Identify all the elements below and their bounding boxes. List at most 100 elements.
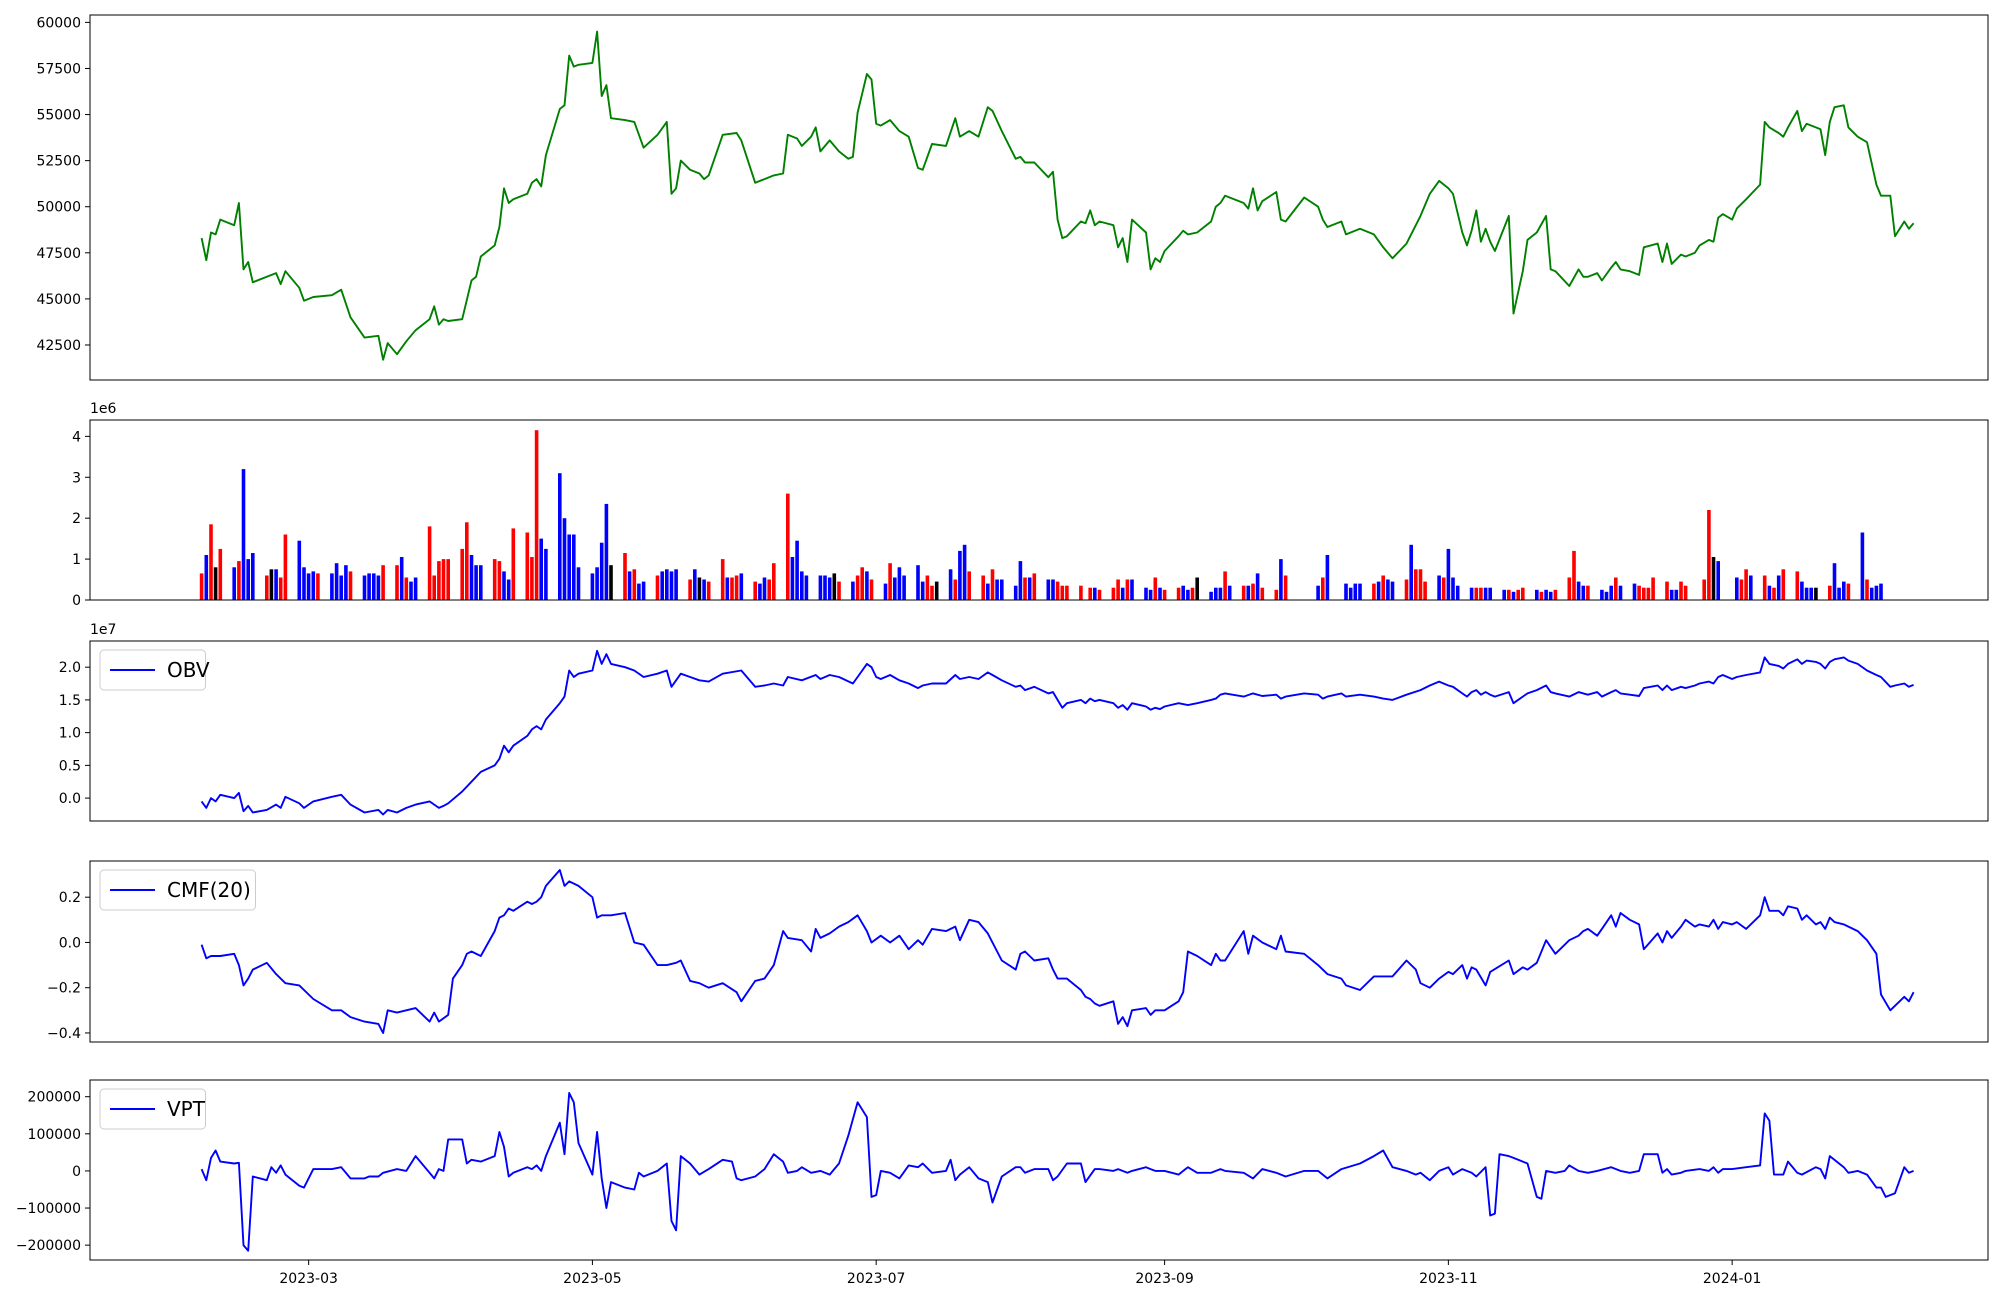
volume-bar (348, 571, 353, 600)
volume-bar (1348, 587, 1353, 600)
volume-bar (572, 534, 576, 600)
volume-bar (1828, 585, 1832, 600)
cmf-axes-frame (89, 860, 1989, 1043)
volume-bar (623, 553, 627, 600)
volume-bar (772, 563, 776, 600)
volume-bar (1390, 581, 1395, 600)
volume-bar (1441, 577, 1446, 600)
vpt-ytick-label: −100000 (16, 1201, 81, 1217)
volume-bar (376, 575, 381, 600)
volume-bar (1414, 569, 1418, 600)
cmf-legend-label: CMF(20) (167, 878, 251, 902)
volume-bar (1586, 585, 1590, 600)
volume-bar (734, 575, 739, 600)
volume-bar (1600, 589, 1604, 600)
volume-bar (693, 569, 697, 600)
obv-offset-label: 1e7 (90, 622, 116, 638)
vpt-axes-frame (89, 1079, 1989, 1261)
volume-ytick-label: 4 (72, 429, 81, 445)
volume-bar (1567, 577, 1572, 600)
volume-bar (474, 565, 478, 600)
volume-bar (1227, 585, 1232, 600)
volume-bar (706, 581, 711, 600)
volume-bar (1274, 589, 1279, 600)
obv-ytick-label: 1.5 (59, 693, 81, 709)
volume-bar (827, 577, 832, 600)
volume-bar (562, 518, 567, 600)
volume-bar (1809, 587, 1813, 600)
cmf-ytick-label: 0.2 (59, 890, 81, 906)
obv-axes-frame (89, 640, 1989, 822)
volume-bar (511, 528, 516, 600)
volume-bar (278, 577, 283, 600)
volume-bar (1832, 563, 1837, 600)
volume-bar (209, 524, 213, 600)
volume-bar (381, 565, 385, 600)
volume-bar (1279, 559, 1283, 600)
volume-bar (497, 561, 502, 600)
volume-bar (674, 569, 678, 600)
volume-bar (404, 577, 409, 600)
volume-bar (753, 581, 757, 600)
vpt-panel: −200000 −100000 0 100000 200000 VPT 2023-03 202… (16, 1079, 1989, 1287)
volume-bar (1669, 589, 1674, 600)
cmf-series-line (200, 869, 1915, 1034)
obv-ytick-label: 0.0 (59, 791, 81, 807)
volume-bar (1162, 589, 1167, 600)
xtick-label: 2023-03 (279, 1271, 338, 1287)
volume-bar (869, 579, 874, 600)
volume-bar (1618, 585, 1623, 600)
volume-bar (432, 575, 436, 600)
volume-bar (1409, 544, 1413, 600)
volume-bar (1455, 585, 1460, 600)
volume-bar (1051, 579, 1055, 600)
volume-bar (1088, 587, 1092, 600)
volume-bar (786, 493, 790, 600)
volume-bar (660, 571, 664, 600)
vpt-legend: VPT (99, 1088, 206, 1130)
cmf-legend: CMF(20) (99, 869, 256, 911)
vpt-ytick-label: 0 (72, 1164, 81, 1180)
volume-bar (465, 522, 469, 600)
volume-bar (251, 553, 255, 600)
volume-bar (1702, 579, 1706, 600)
price-axes-frame (89, 14, 1989, 381)
volume-bar (1344, 583, 1348, 600)
volume-bar (1535, 589, 1539, 600)
cmf-ytick-label: −0.4 (47, 1026, 81, 1042)
volume-bar (1065, 585, 1069, 600)
price-ytick-label: 57500 (36, 61, 81, 77)
volume-bar (534, 430, 539, 600)
volume-bar (725, 577, 730, 600)
volume-bar (339, 575, 343, 600)
price-ytick-label: 52500 (36, 154, 81, 170)
xtick-label: 2024-01 (1703, 1271, 1762, 1287)
price-ytick-label: 42500 (36, 338, 81, 354)
volume-bar (506, 579, 511, 600)
volume-bar (576, 567, 581, 600)
volume-bar (897, 567, 902, 600)
volume-bar (1079, 585, 1083, 600)
volume-bar (1144, 587, 1148, 600)
volume-bar (590, 573, 595, 600)
volume-bar (530, 557, 534, 600)
volume-bar (1158, 587, 1162, 600)
volume-bar (1804, 587, 1809, 600)
volume-bar (1553, 589, 1558, 600)
volume-bar (795, 540, 799, 600)
volume-bar (1716, 561, 1720, 600)
volume-bar (544, 548, 548, 600)
cmf-plot-area (200, 869, 1915, 1034)
price-plot-area (200, 30, 1915, 361)
volume-bar (1023, 577, 1027, 600)
volume-bar (948, 569, 953, 600)
volume-bar (604, 503, 609, 600)
volume-bar (1032, 573, 1037, 600)
volume-bar (306, 573, 311, 600)
vpt-ytick-label: −200000 (16, 1238, 81, 1254)
price-ytick-label: 50000 (36, 200, 81, 216)
volume-bar (1483, 587, 1488, 600)
obv-ytick-label: 1.0 (59, 726, 81, 742)
volume-bar (1437, 575, 1441, 600)
chart-panels: 42500 45000 47500 50000 52500 55000 57500 60000… (16, 14, 1989, 1287)
